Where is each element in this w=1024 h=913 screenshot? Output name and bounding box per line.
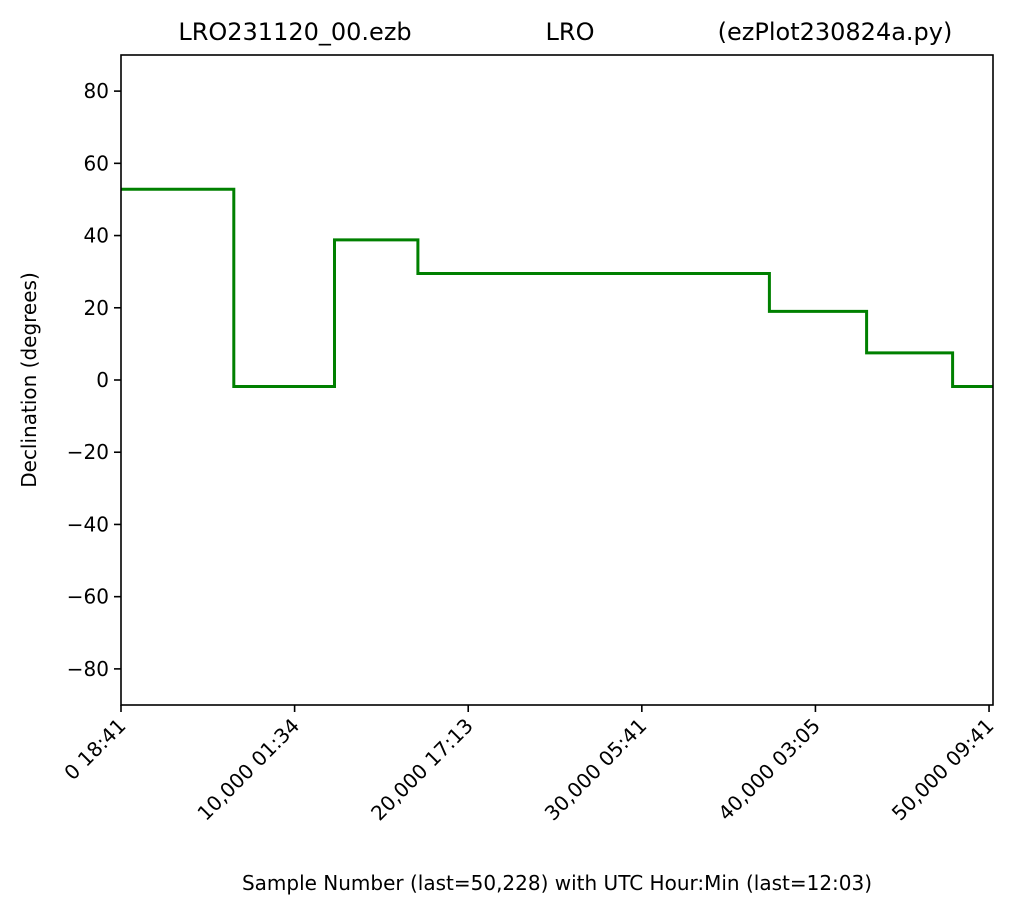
y-tick-label: 0	[96, 368, 109, 392]
declination-series-line	[121, 187, 993, 388]
x-axis-label: Sample Number (last=50,228) with UTC Hou…	[242, 871, 872, 895]
x-tick-label: 0 18:41	[59, 714, 130, 785]
plot-area-frame	[120, 54, 994, 706]
x-tick-label: 40,000 03:05	[713, 714, 825, 826]
y-tick-label: −80	[67, 657, 109, 681]
x-axis-ticks: 0 18:41 10,000 01:34 20,000 17:13 30,000 05…	[59, 705, 999, 826]
title-object: LRO	[546, 18, 595, 46]
y-tick-label: 20	[84, 296, 109, 320]
y-tick-label: −40	[67, 512, 109, 536]
y-tick-label: −20	[67, 440, 109, 464]
y-tick-label: −60	[67, 585, 109, 609]
y-axis-ticks: 80 60 40 20 0 −20 −40 −60 −80	[67, 79, 121, 681]
y-tick-label: 80	[84, 79, 109, 103]
x-tick-label: 50,000 09:41	[887, 714, 999, 826]
y-axis-label: Declination (degrees)	[17, 272, 41, 488]
chart-title: LRO231120_00.ezb LRO (ezPlot230824a.py)	[178, 18, 952, 46]
x-tick-label: 10,000 01:34	[192, 714, 304, 826]
y-tick-label: 40	[84, 224, 109, 248]
series-layer	[121, 187, 993, 388]
title-script: (ezPlot230824a.py)	[718, 18, 953, 46]
x-tick-label: 20,000 17:13	[366, 714, 478, 826]
y-tick-label: 60	[84, 151, 109, 175]
title-filename: LRO231120_00.ezb	[178, 18, 411, 46]
x-tick-label: 30,000 05:41	[540, 714, 652, 826]
